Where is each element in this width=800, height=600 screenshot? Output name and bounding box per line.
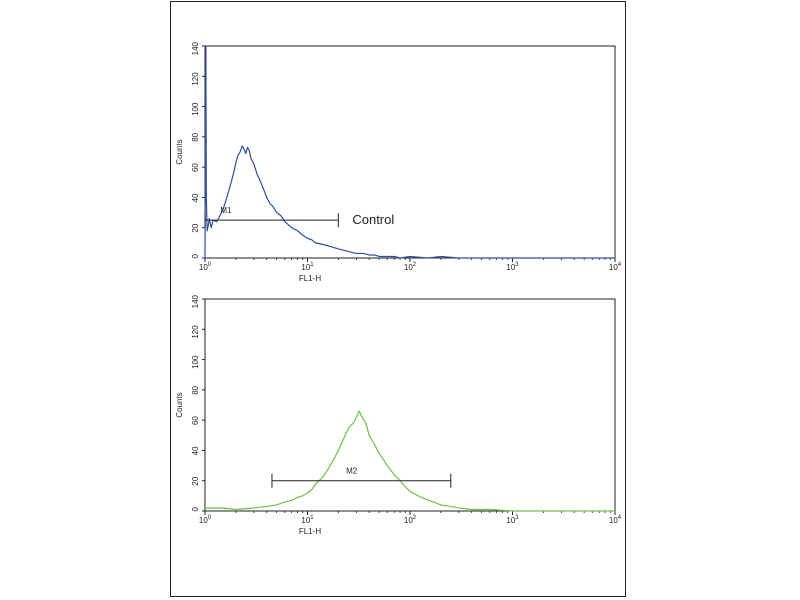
y-tick-label: 100 — [191, 102, 200, 116]
y-tick-label: 40 — [191, 193, 200, 202]
annotation-label: Control — [352, 212, 394, 227]
x-tick-label: 103 — [506, 515, 519, 525]
x-tick-base: 10 — [609, 516, 618, 525]
y-tick-label: 20 — [191, 476, 200, 485]
x-tick-label: 104 — [609, 515, 622, 525]
x-tick-base: 10 — [609, 263, 618, 272]
x-tick-exponent: 3 — [515, 515, 519, 521]
y-tick-label: 140 — [191, 294, 200, 308]
histogram-line — [204, 45, 615, 259]
y-tick-label: 80 — [191, 385, 200, 394]
x-axis-label: FL1-H — [299, 527, 321, 536]
x-tick-label: 100 — [199, 262, 212, 272]
x-tick-base: 10 — [506, 263, 515, 272]
x-tick-label: 102 — [404, 262, 417, 272]
x-tick-base: 10 — [301, 263, 310, 272]
x-tick-label: 103 — [506, 262, 519, 272]
x-tick-label: 104 — [609, 262, 622, 272]
histogram-line — [205, 410, 615, 512]
x-tick-base: 10 — [506, 516, 515, 525]
x-tick-exponent: 0 — [208, 515, 212, 521]
x-tick-exponent: 0 — [208, 262, 212, 268]
x-tick-label: 100 — [199, 515, 212, 525]
y-tick-label: 20 — [191, 223, 200, 232]
y-tick-label: 60 — [191, 416, 200, 425]
x-tick-base: 10 — [199, 263, 208, 272]
x-tick-base: 10 — [199, 516, 208, 525]
x-tick-exponent: 2 — [413, 515, 417, 521]
y-tick-label: 0 — [191, 506, 200, 511]
y-tick-label: 40 — [191, 446, 200, 455]
marker-label: M1 — [220, 206, 232, 215]
x-tick-label: 101 — [301, 262, 314, 272]
y-tick-label: 60 — [191, 163, 200, 172]
x-tick-base: 10 — [301, 516, 310, 525]
x-tick-exponent: 4 — [618, 262, 622, 268]
y-tick-label: 80 — [191, 132, 200, 141]
x-axis-label: FL1-H — [299, 274, 321, 283]
x-tick-exponent: 1 — [310, 262, 314, 268]
plot-area — [204, 298, 616, 512]
x-tick-exponent: 2 — [413, 262, 417, 268]
x-tick-label: 101 — [301, 515, 314, 525]
x-tick-label: 102 — [404, 515, 417, 525]
y-tick-label: 120 — [191, 72, 200, 86]
x-tick-exponent: 4 — [618, 515, 622, 521]
y-tick-label: 0 — [191, 253, 200, 258]
y-tick-label: 120 — [191, 325, 200, 339]
marker-label: M2 — [346, 467, 358, 476]
x-tick-base: 10 — [404, 263, 413, 272]
plot-area — [204, 45, 616, 259]
y-tick-label: 140 — [191, 41, 200, 55]
x-tick-exponent: 1 — [310, 515, 314, 521]
y-tick-label: 100 — [191, 355, 200, 369]
y-axis-label: Counts — [175, 139, 184, 164]
x-tick-exponent: 3 — [515, 262, 519, 268]
x-tick-base: 10 — [404, 516, 413, 525]
y-axis-label: Counts — [175, 392, 184, 417]
